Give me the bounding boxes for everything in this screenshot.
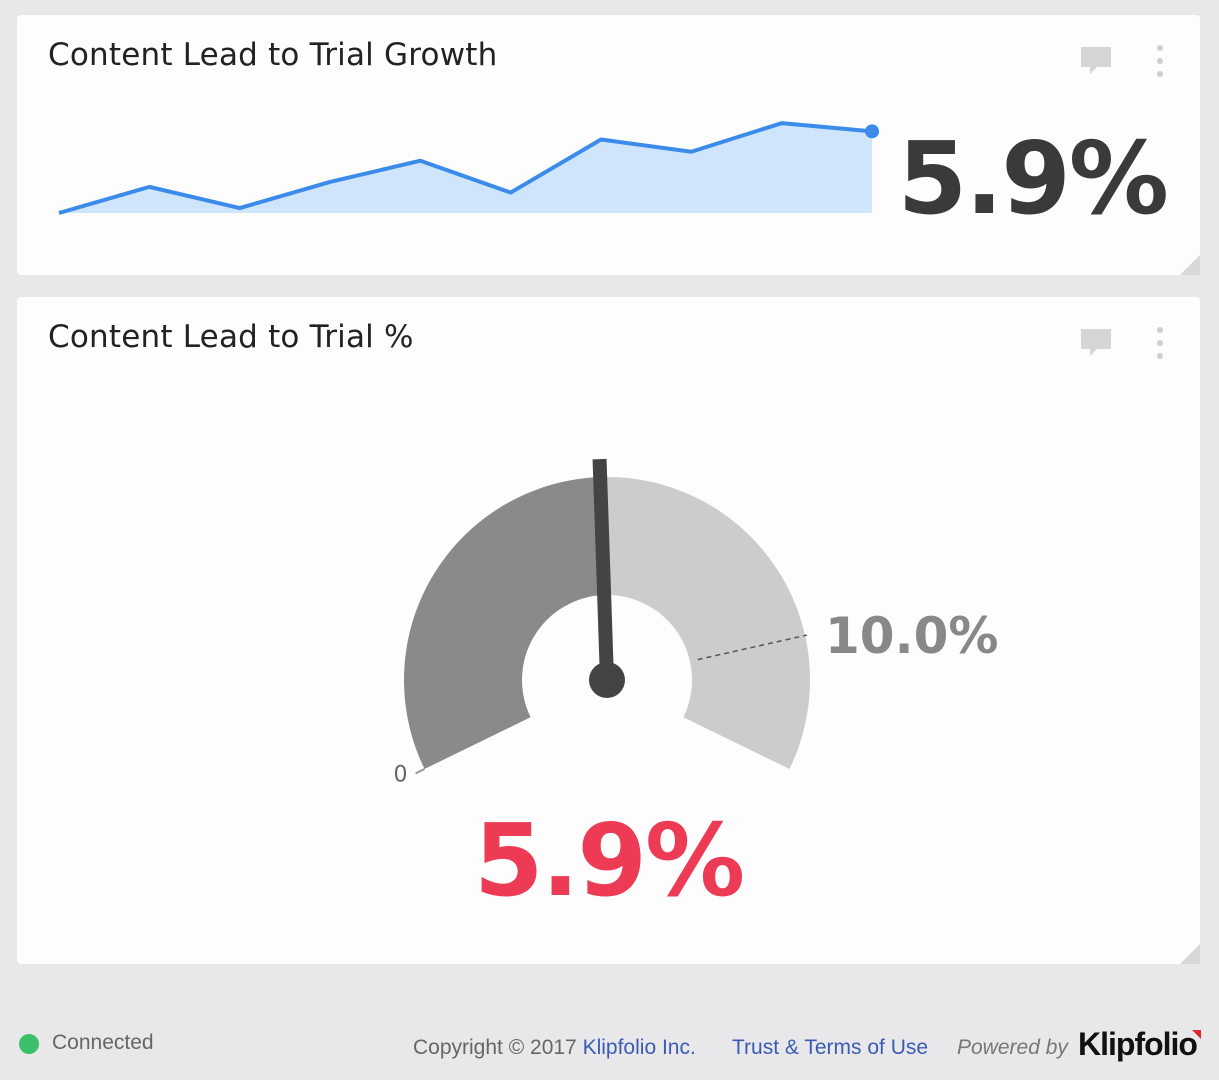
copyright-text: Copyright © 2017 [413,1036,577,1059]
sparkline-point [865,124,879,139]
status-indicator-icon [19,1034,39,1054]
gauge-value: 5.9% [473,802,745,919]
sparkline-chart [58,121,879,215]
metric-card-growth: Content Lead to Trial Growth 5.9% [17,15,1200,275]
gauge-min-tick [415,768,425,775]
comment-icon[interactable] [1079,43,1113,77]
sparkline-line [58,121,873,215]
connection-status: Connected [52,1031,154,1054]
gauge-needle-hub [589,662,625,698]
powered-by-text: Powered by [957,1036,1068,1059]
metric-card-gauge: Content Lead to Trial % 0 10.0% 5.9% [17,297,1200,964]
footer: Connected Copyright © 2017 Klipfolio Inc… [0,1020,1219,1070]
terms-link[interactable]: Trust & Terms of Use [732,1036,929,1059]
klipfolio-logo[interactable]: Klipfolio [1078,1026,1198,1062]
sparkline-area [59,123,872,213]
gauge-empty-arc [600,477,810,769]
logo-mark-icon [1192,1030,1201,1039]
card-title: Content Lead to Trial Growth [48,37,498,73]
gauge-min-label: 0 [394,762,408,787]
gauge-target-line [697,634,808,661]
gauge-filled-arc [404,477,605,769]
gauge-chart: 0 10.0% [394,458,998,787]
more-vertical-icon[interactable] [1150,325,1170,361]
copyright: Copyright © 2017 Klipfolio Inc. [413,1036,696,1060]
resize-handle-icon[interactable] [1180,944,1200,964]
resize-handle-icon[interactable] [1180,255,1200,275]
metric-value: 5.9% [897,120,1169,237]
more-vertical-icon[interactable] [1150,43,1170,79]
gauge-target-label: 10.0% [825,607,998,665]
gauge-needle [592,458,614,681]
card-title: Content Lead to Trial % [48,319,414,355]
company-link[interactable]: Klipfolio Inc. [582,1036,696,1059]
comment-icon[interactable] [1079,325,1113,359]
